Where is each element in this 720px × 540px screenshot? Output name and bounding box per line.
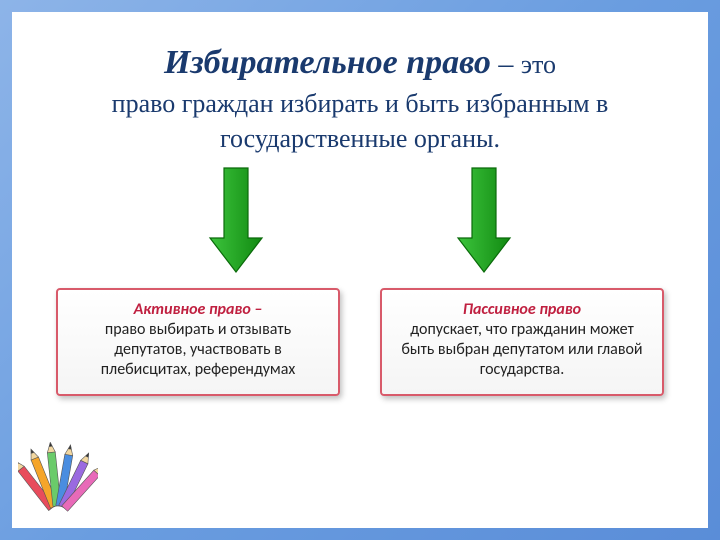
box-left-body: право выбирать и отзывать депутатов, уча… xyxy=(101,320,296,379)
boxes-row: Активное право – право выбирать и отзыва… xyxy=(52,288,668,396)
box-right-body: допускает, что гражданин может быть выбр… xyxy=(401,320,642,379)
arrows-row xyxy=(52,166,668,276)
title-def-rest: право граждан избирать и быть избранным … xyxy=(112,89,609,153)
box-left-title: Активное право – xyxy=(134,300,263,319)
box-passive-right: Пассивное право допускает, что гражданин… xyxy=(380,288,664,396)
arrow-down-left xyxy=(206,166,266,276)
title-dash: – xyxy=(491,47,521,80)
box-right-title: Пассивное право xyxy=(463,300,581,319)
arrow-down-right xyxy=(454,166,514,276)
pencils-icon xyxy=(18,442,98,522)
slide-card: Избирательное право – это право граждан … xyxy=(12,12,708,528)
box-active-right: Активное право – право выбирать и отзыва… xyxy=(56,288,340,396)
title-def-inline: это xyxy=(521,50,556,79)
title-block: Избирательное право – это право граждан … xyxy=(52,40,668,156)
title-term: Избирательное право xyxy=(164,44,491,81)
